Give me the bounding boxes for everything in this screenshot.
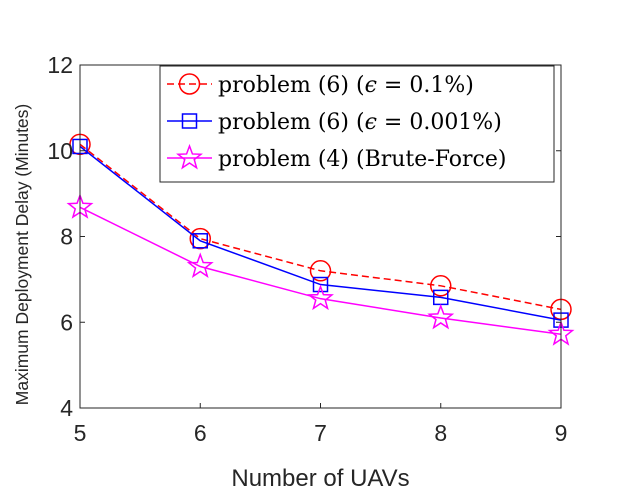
legend-marker-2 (181, 113, 198, 129)
data-point-s2-2 (192, 233, 208, 249)
x-tick-label: 7 (314, 420, 327, 446)
x-axis-label: Number of UAVs (231, 465, 409, 492)
data-point-s1-4 (430, 275, 452, 297)
legend-label-3: problem (4) (Brute-Force) (218, 147, 506, 172)
y-tick-label: 4 (60, 395, 73, 421)
y-axis-label: Maximum Deployment Delay (Minutes) (12, 104, 32, 405)
x-tick-label: 9 (555, 420, 568, 446)
data-point-s2-3 (312, 276, 329, 293)
x-tick-label: 5 (74, 420, 87, 446)
data-point-s1-3 (309, 260, 332, 282)
legend-label-1: problem (6) (ϵ = 0.1%) (218, 73, 474, 98)
legend-label-2: problem (6) (ϵ = 0.001%) (218, 110, 502, 135)
data-point-s3-2 (186, 252, 214, 278)
series-line-3 (79, 206, 562, 335)
legend-marker-1 (178, 73, 201, 95)
y-tick-label: 12 (47, 52, 73, 78)
data-point-s1-2 (189, 227, 211, 250)
x-tick-label: 8 (434, 420, 447, 446)
y-tick-label: 6 (60, 309, 73, 335)
legend-marker-3 (176, 143, 203, 170)
x-tick-label: 6 (194, 420, 207, 446)
axes-layer: 5 6 7 8 9 4 6 8 10 12 Number of UAVs Maximum Deploy… (12, 52, 567, 492)
y-tick-label: 10 (47, 138, 73, 164)
series-line-1 (79, 143, 562, 311)
data-point-s3-4 (427, 303, 455, 330)
legend-box (159, 65, 555, 183)
data-point-s3-3 (307, 284, 334, 311)
y-tick-label: 8 (60, 224, 73, 250)
legend: problem (6) (ϵ = 0.1%) problem (6) (ϵ = 0… (159, 65, 555, 183)
